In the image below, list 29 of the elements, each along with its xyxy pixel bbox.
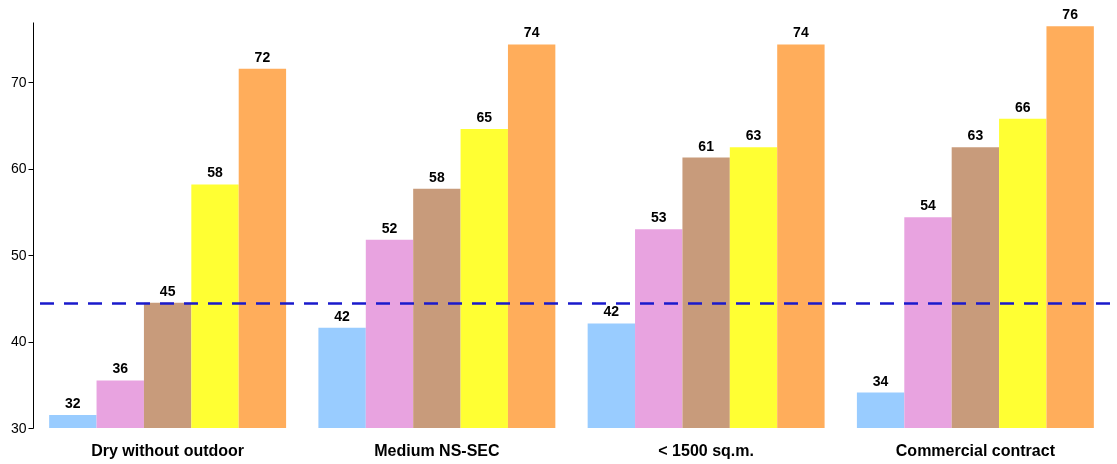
- data-label: 65: [476, 109, 493, 126]
- data-label: 74: [793, 24, 809, 41]
- data-label: 74: [523, 24, 540, 41]
- data-label: 63: [967, 127, 984, 144]
- data-label: 54: [920, 197, 936, 214]
- data-label: 53: [650, 209, 667, 226]
- y-tick-label: 30: [10, 419, 27, 436]
- data-label: 66: [1014, 98, 1031, 115]
- x-tick-label: < 1500 sq.m.: [658, 441, 754, 459]
- data-label: 76: [1062, 6, 1079, 23]
- y-tick-label: 70: [10, 73, 27, 90]
- data-label: 32: [65, 395, 81, 412]
- data-label: 61: [698, 137, 715, 154]
- x-tick-label: Medium NS-SEC: [374, 441, 500, 459]
- y-tick-label: 60: [10, 160, 27, 177]
- data-label: 36: [112, 360, 129, 377]
- y-tick-label: 50: [10, 246, 27, 263]
- data-label: 58: [207, 164, 224, 181]
- data-label: 42: [603, 303, 620, 320]
- data-label: 52: [381, 219, 398, 236]
- data-label: 58: [429, 168, 445, 185]
- y-tick-label: 40: [10, 333, 27, 350]
- data-label: 34: [872, 372, 889, 389]
- data-label: 72: [254, 48, 271, 65]
- data-label: 42: [334, 307, 351, 324]
- x-tick-label: Commercial contract: [895, 441, 1056, 459]
- data-label: 63: [745, 127, 762, 144]
- data-label: 45: [159, 282, 176, 299]
- x-tick-label: Dry without outdoor: [91, 441, 245, 459]
